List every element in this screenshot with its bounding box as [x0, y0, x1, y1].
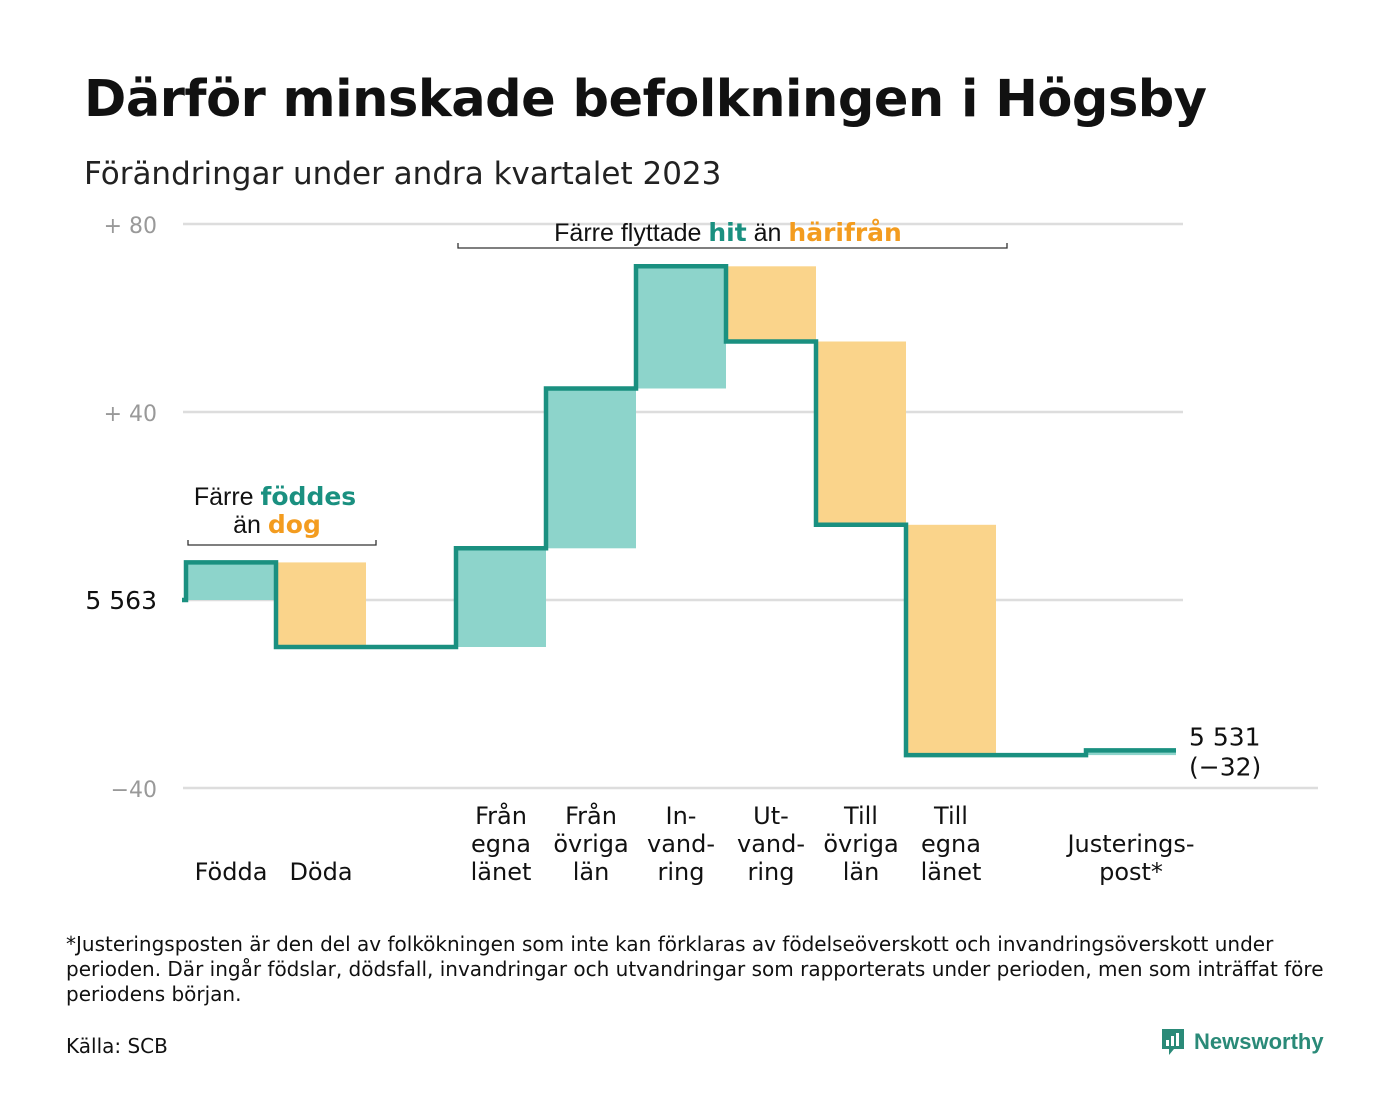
x-category-label: Födda [195, 858, 268, 886]
increase-bar [546, 388, 636, 549]
annotation-births-deaths: Färre föddes [194, 482, 356, 511]
decrease-bar [276, 562, 366, 647]
chart-title: Därför minskade befolkningen i Högsby [84, 70, 1207, 129]
end-value-label: 5 531 [1189, 722, 1261, 751]
chart-bubble-icon [1162, 1029, 1184, 1055]
brand-name: Newsworthy [1194, 1029, 1324, 1054]
x-category-label: In-vand-ring [647, 802, 715, 886]
decrease-bar [816, 341, 906, 525]
annotation-migration: Färre flyttade hit än härifrån [554, 218, 902, 247]
newsworthy-logo: Newsworthy [1160, 1027, 1324, 1057]
decrease-bar [906, 524, 996, 756]
end-change-label: (−32) [1189, 752, 1261, 781]
source-label: Källa: SCB [66, 1034, 168, 1058]
decrease-bar [726, 266, 816, 342]
increase-bar [636, 266, 726, 389]
annotation-births-deaths-line2: än dog [233, 510, 321, 539]
y-tick-label: −40 [111, 778, 157, 803]
increase-bar [456, 548, 546, 647]
x-category-label: Till övriga län [823, 802, 898, 886]
y-tick-label: 5 563 [85, 586, 157, 615]
cumulative-step-line [182, 264, 1176, 758]
y-tick-label: + 80 [104, 214, 157, 239]
x-category-label: Från egna länet [471, 801, 532, 886]
increase-bar [186, 562, 276, 600]
footnote: *Justeringsposten är den del av folkökni… [66, 932, 1324, 1006]
increase-bar [1086, 750, 1176, 756]
x-category-label: Ut-vand-ring [737, 802, 805, 886]
chart-subtitle: Förändringar under andra kvartalet 2023 [84, 156, 722, 192]
annotation-bracket [457, 243, 1008, 249]
y-tick-label: + 40 [104, 402, 157, 427]
x-category-label: Från övriga län [553, 801, 628, 886]
x-category-label: Döda [289, 858, 352, 886]
x-category-label: Till egna länet [921, 802, 982, 886]
annotation-bracket [187, 540, 377, 546]
x-category-label: Justerings-post* [1065, 830, 1194, 886]
